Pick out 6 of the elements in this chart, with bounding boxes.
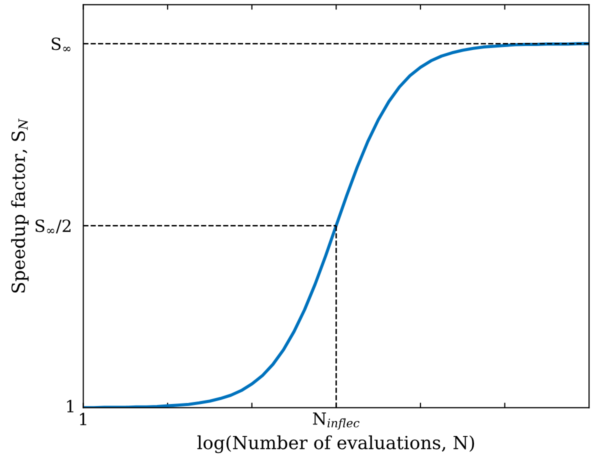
x-tick-label: N$_{inflec}$	[312, 412, 360, 430]
text: 1	[67, 400, 74, 412]
ref-line-label: S$_{∞}$/2	[36, 219, 70, 234]
x-axis-title: log(Number of evaluations, N)	[197, 435, 474, 454]
ref-line-label: S$_{∞}$	[52, 38, 70, 52]
y-axis-title: Speedup factor, S$_{N}$	[11, 118, 29, 293]
